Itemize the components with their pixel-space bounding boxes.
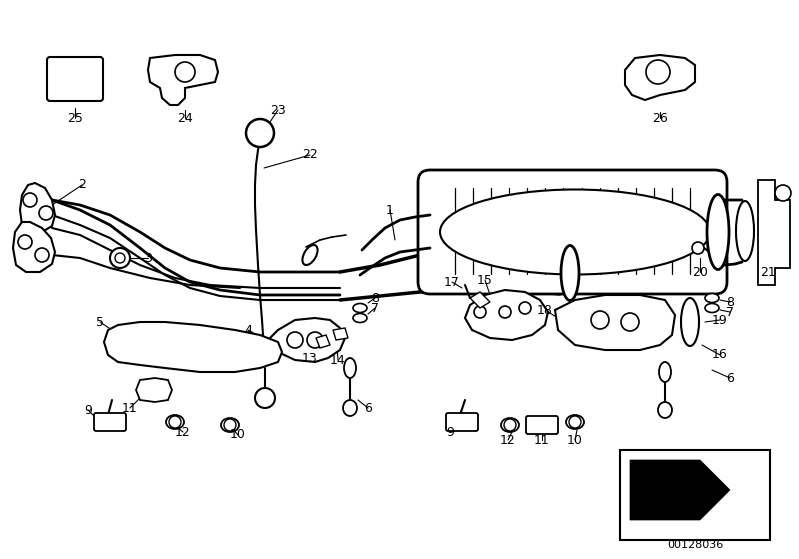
Circle shape (621, 313, 639, 331)
Text: 6: 6 (364, 401, 372, 415)
Text: 2: 2 (78, 178, 86, 192)
Circle shape (287, 332, 303, 348)
Ellipse shape (344, 358, 356, 378)
Ellipse shape (705, 304, 719, 312)
Text: 18: 18 (537, 304, 553, 316)
Text: 8: 8 (726, 296, 734, 309)
Text: 23: 23 (270, 103, 286, 116)
Polygon shape (13, 222, 55, 272)
Ellipse shape (303, 245, 317, 265)
Ellipse shape (221, 418, 239, 432)
Text: 22: 22 (302, 149, 318, 162)
Text: 3: 3 (144, 252, 152, 264)
Text: 11: 11 (534, 433, 550, 447)
Text: 9: 9 (84, 404, 92, 416)
Text: 1: 1 (386, 203, 394, 216)
Ellipse shape (658, 402, 672, 418)
Text: 7: 7 (371, 301, 379, 315)
Polygon shape (148, 55, 218, 105)
Text: 4: 4 (244, 324, 252, 337)
Polygon shape (465, 290, 548, 340)
Text: 7: 7 (726, 306, 734, 319)
Polygon shape (136, 378, 172, 402)
Text: 6: 6 (726, 372, 734, 385)
Circle shape (591, 311, 609, 329)
Circle shape (35, 248, 49, 262)
Text: 11: 11 (122, 401, 138, 415)
Circle shape (519, 302, 531, 314)
Ellipse shape (353, 304, 367, 312)
Circle shape (569, 416, 581, 428)
Ellipse shape (659, 362, 671, 382)
Circle shape (115, 253, 125, 263)
FancyBboxPatch shape (620, 450, 770, 540)
Circle shape (18, 235, 32, 249)
Polygon shape (20, 183, 55, 232)
Text: 10: 10 (567, 433, 583, 447)
FancyBboxPatch shape (526, 416, 558, 434)
Text: 12: 12 (500, 433, 516, 447)
Circle shape (169, 416, 181, 428)
Circle shape (474, 306, 486, 318)
Polygon shape (104, 322, 282, 372)
Polygon shape (555, 295, 675, 350)
FancyBboxPatch shape (47, 57, 103, 101)
Polygon shape (333, 328, 348, 340)
Ellipse shape (166, 415, 184, 429)
Text: 15: 15 (477, 273, 493, 287)
Circle shape (775, 185, 791, 201)
Text: 9: 9 (446, 425, 454, 438)
Text: 24: 24 (177, 111, 193, 125)
Polygon shape (316, 335, 330, 348)
Ellipse shape (343, 400, 357, 416)
Circle shape (646, 60, 670, 84)
FancyBboxPatch shape (94, 413, 126, 431)
Text: 19: 19 (712, 314, 728, 326)
Ellipse shape (705, 293, 719, 302)
Ellipse shape (736, 201, 754, 261)
Circle shape (246, 119, 274, 147)
Ellipse shape (501, 418, 519, 432)
Ellipse shape (561, 245, 579, 301)
Text: 16: 16 (712, 348, 728, 362)
Text: 25: 25 (67, 111, 83, 125)
Circle shape (39, 206, 53, 220)
Polygon shape (470, 292, 490, 308)
Polygon shape (268, 318, 345, 362)
Text: 13: 13 (302, 352, 318, 364)
Text: 20: 20 (692, 266, 708, 278)
Circle shape (499, 306, 511, 318)
Text: 14: 14 (330, 353, 346, 367)
Ellipse shape (440, 190, 710, 274)
Text: 26: 26 (652, 111, 668, 125)
Circle shape (504, 419, 516, 431)
Text: 8: 8 (371, 291, 379, 305)
Ellipse shape (353, 314, 367, 323)
Ellipse shape (707, 195, 729, 269)
Circle shape (224, 419, 236, 431)
Polygon shape (630, 460, 730, 520)
Circle shape (692, 242, 704, 254)
Polygon shape (625, 55, 695, 100)
FancyBboxPatch shape (446, 413, 478, 431)
Circle shape (23, 193, 37, 207)
Ellipse shape (566, 415, 584, 429)
Circle shape (175, 62, 195, 82)
Text: 10: 10 (230, 429, 246, 442)
Ellipse shape (681, 298, 699, 346)
Circle shape (255, 388, 275, 408)
Circle shape (110, 248, 130, 268)
Text: 5: 5 (96, 315, 104, 329)
Text: 12: 12 (175, 425, 191, 438)
FancyBboxPatch shape (418, 170, 727, 294)
Text: 00128036: 00128036 (667, 540, 723, 550)
Text: 17: 17 (444, 276, 460, 288)
Circle shape (307, 332, 323, 348)
Text: 21: 21 (760, 266, 776, 278)
Polygon shape (758, 180, 790, 285)
